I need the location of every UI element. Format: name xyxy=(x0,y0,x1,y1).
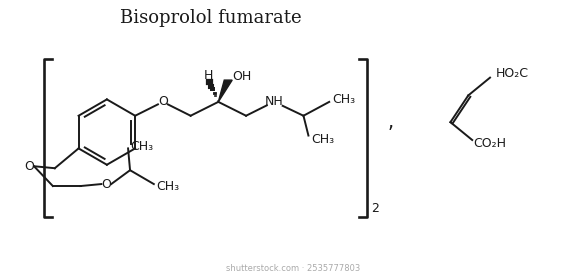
Text: Bisoprolol fumarate: Bisoprolol fumarate xyxy=(120,9,302,27)
Text: CO₂H: CO₂H xyxy=(473,137,506,150)
Text: 2: 2 xyxy=(371,202,379,215)
Text: shutterstock.com · 2535777803: shutterstock.com · 2535777803 xyxy=(226,264,360,273)
Text: CH₃: CH₃ xyxy=(130,140,154,153)
Text: NH: NH xyxy=(264,95,283,108)
Text: O: O xyxy=(158,95,168,108)
Text: H: H xyxy=(204,69,213,82)
Text: OH: OH xyxy=(233,70,252,83)
Text: O: O xyxy=(101,178,111,191)
Text: CH₃: CH₃ xyxy=(156,179,179,193)
Polygon shape xyxy=(219,80,232,102)
Text: ,: , xyxy=(388,113,394,132)
Text: CH₃: CH₃ xyxy=(312,133,335,146)
Text: HO₂C: HO₂C xyxy=(495,67,529,80)
Text: CH₃: CH₃ xyxy=(332,94,356,106)
Text: O: O xyxy=(24,160,34,173)
